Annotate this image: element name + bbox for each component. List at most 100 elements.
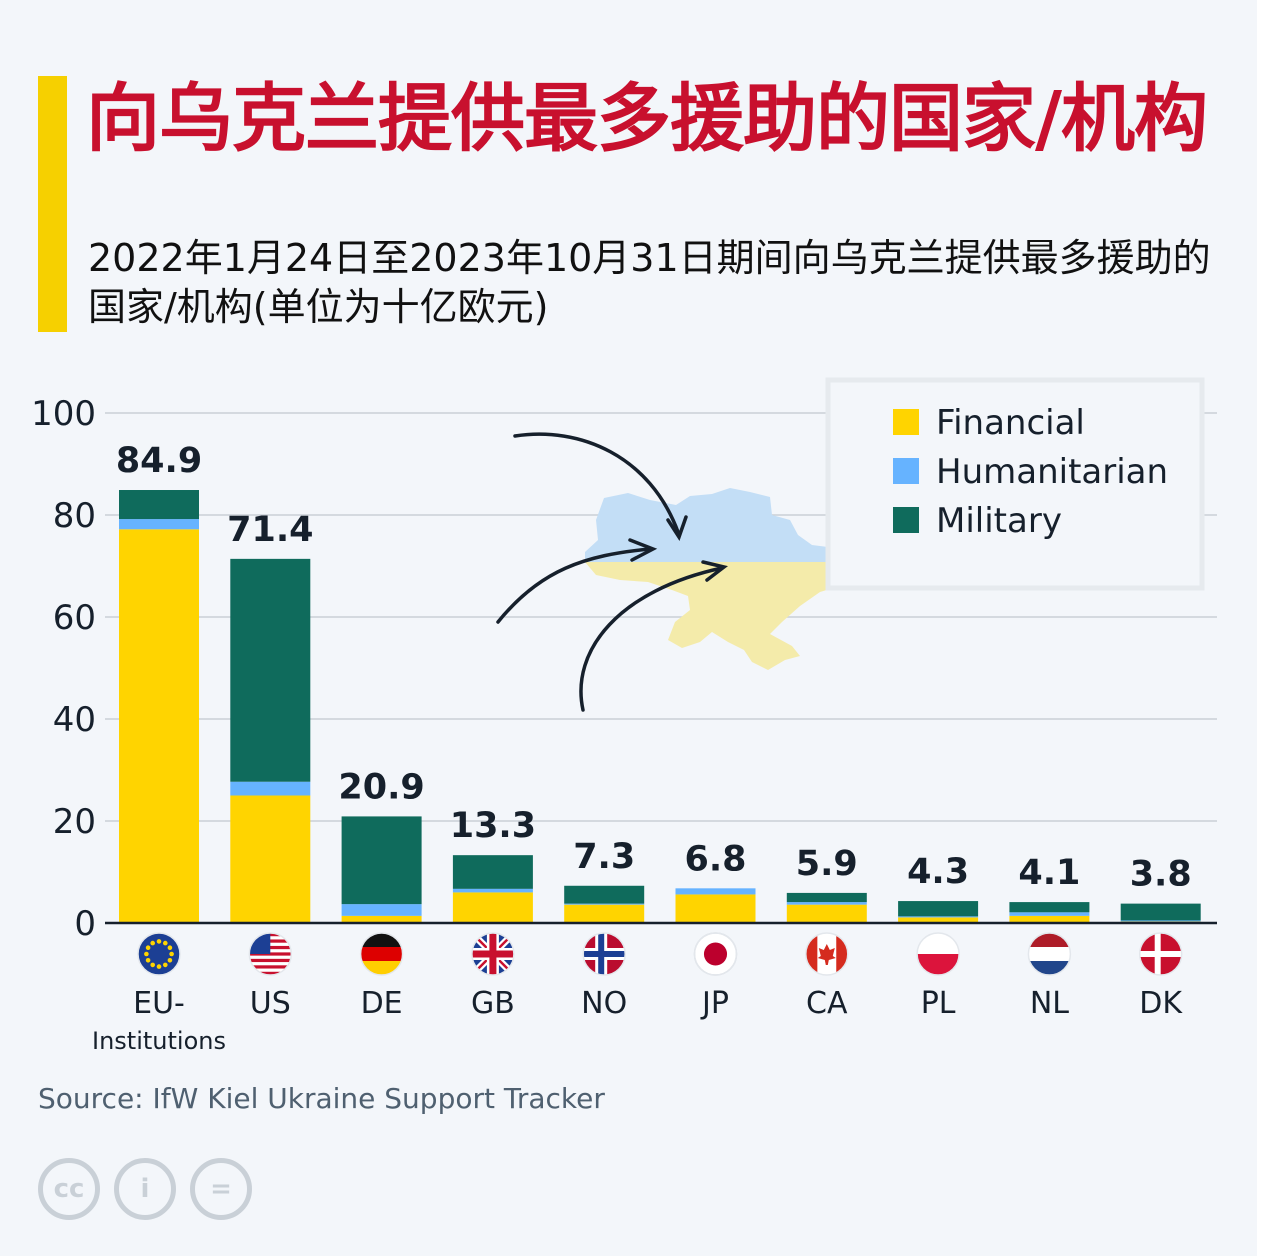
cc-icon: cc <box>38 1158 100 1220</box>
flag-stripe <box>249 971 292 975</box>
bars <box>119 490 1201 923</box>
jp-flag-icon <box>693 932 738 976</box>
country-flags <box>137 932 1183 976</box>
legend-label-humanitarian: Humanitarian <box>936 452 1168 492</box>
flag-outline <box>1138 932 1183 976</box>
arrow-icon <box>666 515 688 541</box>
arrow-icon <box>628 538 658 562</box>
bar-military-eu-institutions <box>119 490 199 520</box>
source-note: Source: IfW Kiel Ukraine Support Tracker <box>38 1082 605 1115</box>
data-label: 4.3 <box>907 852 969 892</box>
by-icon: i <box>114 1158 176 1220</box>
flag-sun <box>703 942 728 966</box>
bar-military-ca <box>786 892 867 903</box>
chart-title: 向乌克兰提供最多援助的国家/机构 <box>86 76 1208 162</box>
x-tick-label: Institutions <box>92 1027 226 1055</box>
flag-star <box>163 940 168 946</box>
x-tick-label: NL <box>1030 986 1069 1021</box>
bar-military-nl <box>1009 902 1090 913</box>
x-tick-label: CA <box>806 986 848 1021</box>
aid-arrows-icon <box>496 432 728 712</box>
ukraine-map-south-half <box>585 562 865 670</box>
flag-outline <box>248 932 293 976</box>
flag-star <box>150 962 155 968</box>
legend: Financial Humanitarian Military <box>825 377 1205 591</box>
arrow-icon <box>513 432 680 534</box>
flag-band <box>917 933 960 954</box>
dk-flag-icon <box>1138 932 1183 976</box>
chart-subtitle: 2022年1月24日至2023年10月31日期间向乌克兰提供最多援助的国家/机构… <box>88 236 1211 329</box>
legend-swatch-military <box>893 507 919 533</box>
de-flag-icon <box>359 932 404 976</box>
legend-label-financial: Financial <box>936 403 1085 443</box>
data-label: 20.9 <box>338 767 424 807</box>
x-tick-label: NO <box>581 986 627 1021</box>
flag-outline <box>916 932 960 976</box>
flag-star <box>156 939 162 944</box>
flag-band <box>360 947 403 961</box>
bar-humanitarian-dk <box>1120 920 1201 922</box>
data-label: 13.3 <box>450 806 536 846</box>
x-tick-label: EU- <box>133 986 185 1021</box>
stacked-bar-chart: 0 20 40 60 80 100 84.9 71.4 20.9 13.3 7.3 6.8 5.9 4.… <box>31 377 1217 1055</box>
x-tick-label: GB <box>471 986 515 1021</box>
ukraine-map-icon <box>585 488 865 670</box>
flag-band <box>1028 947 1071 961</box>
x-tick-label: US <box>250 986 291 1021</box>
flag-outline <box>471 932 515 976</box>
flag-outline <box>137 932 181 976</box>
bar-financial-de <box>341 915 422 923</box>
flag-band <box>836 933 848 975</box>
flag-stripe <box>249 958 292 963</box>
bar-humanitarian-eu-institutions <box>119 519 199 530</box>
pl-flag-icon <box>916 932 960 976</box>
bar-financial-gb <box>452 892 533 923</box>
y-tick-label: 100 <box>31 394 96 434</box>
accent-bar <box>38 76 67 332</box>
y-tick-label: 20 <box>53 802 96 842</box>
legend-swatch-financial <box>893 409 919 435</box>
flag-band <box>805 933 818 975</box>
bar-financial-ca <box>786 904 867 923</box>
bar-humanitarian-us <box>230 781 311 796</box>
data-label: 71.4 <box>227 510 313 550</box>
flag-star <box>167 958 173 963</box>
x-tick-labels: EU- Institutions US DE GB NO JP CA PL NL DK <box>92 986 1183 1055</box>
x-tick-label: JP <box>700 986 729 1021</box>
data-label: 4.1 <box>1018 853 1080 893</box>
flag-outline <box>582 932 626 976</box>
flag-outline <box>359 932 404 976</box>
flag-outline <box>805 932 849 976</box>
bar-military-gb <box>452 855 533 889</box>
flag-band <box>917 954 960 975</box>
bar-financial-nl <box>1009 915 1090 923</box>
y-tick-label: 60 <box>53 598 96 638</box>
flag-star <box>156 964 162 969</box>
flag-star <box>145 958 151 963</box>
bar-military-pl <box>898 901 979 917</box>
bar-military-dk <box>1120 903 1201 921</box>
data-label: 6.8 <box>684 839 746 879</box>
flag-outline <box>693 932 738 976</box>
legend-swatch-humanitarian <box>893 458 919 484</box>
legend-box <box>825 377 1205 591</box>
us-flag-icon <box>248 932 293 976</box>
arrow-icon <box>579 566 724 712</box>
arrow-icon <box>701 560 728 582</box>
flag-star <box>167 945 173 950</box>
y-tick-label: 80 <box>53 496 96 536</box>
bar-humanitarian-ca <box>786 902 867 905</box>
bar-military-no <box>564 885 645 904</box>
flag-field <box>138 933 180 975</box>
bar-humanitarian-de <box>341 904 422 916</box>
bar-military-us <box>230 558 311 782</box>
bar-financial-eu-institutions <box>119 529 199 923</box>
total-value-labels: 84.9 71.4 20.9 13.3 7.3 6.8 5.9 4.3 4.1 3.8 <box>116 441 1192 895</box>
nl-flag-icon <box>1027 932 1072 976</box>
arrow-icon <box>496 547 652 624</box>
nd-icon: = <box>190 1158 252 1220</box>
bar-financial-jp <box>675 894 756 923</box>
x-tick-label: DE <box>361 986 403 1021</box>
legend-label-military: Military <box>936 501 1062 541</box>
